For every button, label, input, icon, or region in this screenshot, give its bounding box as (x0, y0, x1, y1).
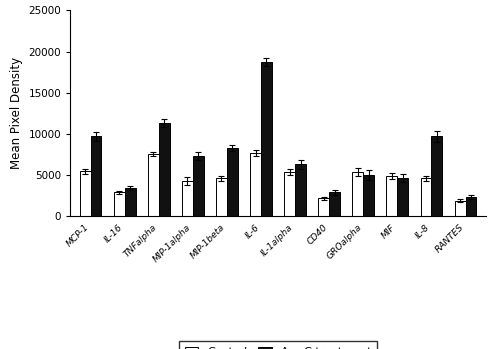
Bar (261, 62, 272, 216)
Bar (465, 198, 476, 216)
Bar (318, 198, 329, 216)
Bar (216, 178, 227, 216)
Bar (91, 136, 102, 216)
Y-axis label: Mean Pixel Density: Mean Pixel Density (10, 57, 23, 170)
Bar (148, 154, 159, 216)
Bar (193, 156, 204, 216)
Bar (295, 164, 306, 216)
Bar (431, 136, 442, 216)
Bar (182, 181, 193, 216)
Bar (352, 172, 363, 216)
Bar (250, 153, 261, 216)
Bar (80, 171, 91, 216)
Bar (397, 178, 408, 216)
Bar (329, 193, 340, 216)
Bar (159, 123, 170, 216)
Bar (125, 188, 136, 216)
Bar (420, 178, 431, 216)
Bar (227, 148, 238, 216)
Bar (114, 193, 125, 216)
Bar (386, 176, 397, 216)
Bar (284, 172, 295, 216)
Legend: Control, Ara-C treatment: Control, Ara-C treatment (179, 341, 377, 349)
Bar (363, 175, 374, 216)
Bar (454, 201, 465, 216)
